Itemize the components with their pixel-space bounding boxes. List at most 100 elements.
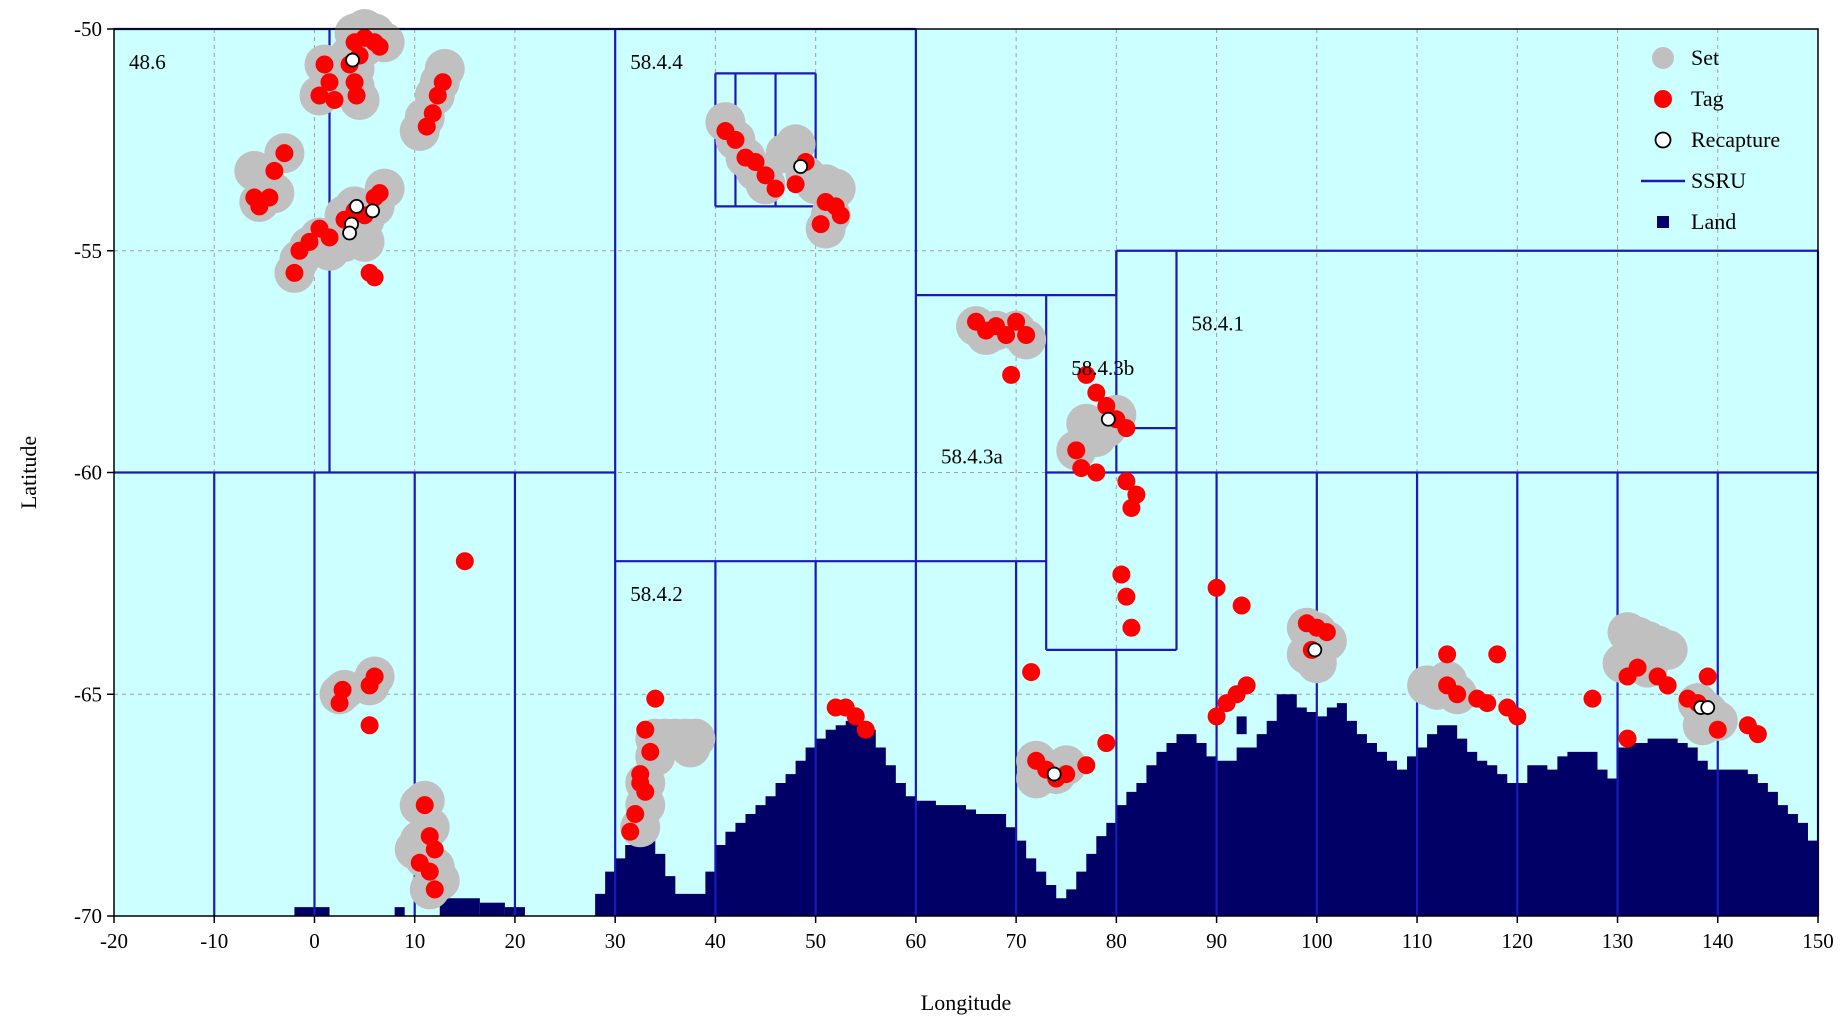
- y-tick-label: -60: [74, 461, 102, 485]
- tag-point: [1237, 676, 1256, 695]
- tag-point: [347, 86, 366, 105]
- tag-point: [1097, 734, 1116, 753]
- tag-point: [1438, 645, 1457, 664]
- tag-point: [846, 707, 865, 726]
- legend-label: Set: [1691, 45, 1719, 70]
- tag-point: [260, 188, 279, 207]
- recapture-point: [345, 52, 360, 68]
- x-tick-label: 80: [1106, 929, 1127, 953]
- tag-point: [1077, 756, 1096, 775]
- tag-point: [1618, 729, 1637, 748]
- legend-label: Land: [1691, 209, 1736, 234]
- x-tick-label: -20: [100, 929, 128, 953]
- tag-point: [428, 86, 447, 105]
- tag-point: [1207, 578, 1226, 597]
- recapture-point: [1307, 642, 1323, 658]
- tag-point: [1698, 667, 1717, 686]
- tag-point: [1022, 663, 1041, 682]
- recapture-point: [793, 159, 809, 174]
- legend-label: Recapture: [1691, 127, 1780, 152]
- legend-recapture-symbol: [1654, 131, 1672, 149]
- tag-point: [410, 853, 429, 872]
- tag-point: [325, 90, 344, 109]
- tag-point: [417, 117, 436, 136]
- tag-point: [1317, 623, 1336, 642]
- region-label: 58.4.4: [630, 50, 683, 74]
- tag-point: [315, 55, 334, 74]
- x-tick-label: 60: [905, 929, 926, 953]
- region-label: 48.6: [129, 50, 166, 74]
- tag-point: [333, 680, 352, 699]
- tag-point: [811, 215, 830, 234]
- recapture-point: [1046, 766, 1062, 782]
- tag-point: [786, 175, 805, 194]
- legend: Set Tag Recapture SSRU Land: [1641, 45, 1780, 234]
- tag-point: [997, 326, 1016, 345]
- tag-point: [1122, 618, 1141, 637]
- tag-point: [726, 130, 745, 149]
- region-label: 58.4.2: [630, 582, 683, 606]
- tag-point: [646, 689, 665, 708]
- ssru-boundaries: [114, 27, 1820, 916]
- y-tick-label: -65: [74, 682, 102, 706]
- x-tick-label: 150: [1802, 929, 1834, 953]
- tag-point: [415, 796, 434, 815]
- region-label: 58.4.3a: [941, 445, 1004, 469]
- tag-point: [1488, 645, 1507, 664]
- x-tick-label: 50: [805, 929, 826, 953]
- region-label: 58.4.1: [1192, 312, 1245, 336]
- recapture-point: [1700, 700, 1716, 715]
- region-label: 58.4.3b: [1071, 356, 1134, 380]
- land-layer: [294, 694, 1818, 916]
- tag-point: [1067, 441, 1086, 460]
- land-island: [439, 898, 480, 916]
- tag-point: [265, 161, 284, 180]
- tag-point: [626, 804, 645, 823]
- y-tick-label: -70: [74, 904, 102, 928]
- tag-point: [1658, 676, 1677, 695]
- tag-point: [1207, 707, 1226, 726]
- land-island: [479, 902, 505, 916]
- x-tick-label: 100: [1301, 929, 1333, 953]
- tag-point: [365, 667, 384, 686]
- x-tick-label: 20: [504, 929, 525, 953]
- land-island: [294, 907, 330, 916]
- tag-point: [636, 720, 655, 739]
- tag-point: [275, 144, 294, 163]
- tag-point: [1117, 419, 1136, 438]
- x-tick-label: 90: [1206, 929, 1227, 953]
- land-island: [1236, 716, 1247, 735]
- tag-point: [1057, 765, 1076, 784]
- tag-point: [360, 716, 379, 735]
- x-axis-ticks: -20 -10 0 10 20 30 40 50 60 70 80 90 100 110 120 130 140…: [100, 916, 1834, 953]
- tag-point: [1478, 694, 1497, 713]
- x-tick-label: 110: [1402, 929, 1433, 953]
- set-point: [670, 727, 711, 768]
- legend-tag-symbol: [1654, 90, 1672, 108]
- recapture-points: [342, 52, 1716, 782]
- x-tick-label: 70: [1006, 929, 1027, 953]
- x-tick-label: 40: [705, 929, 726, 953]
- y-tick-label: -50: [74, 17, 102, 41]
- tag-point: [621, 822, 640, 841]
- x-tick-label: 30: [605, 929, 626, 953]
- antarctica-coast: [585, 694, 1818, 916]
- tag-point: [1002, 365, 1021, 384]
- tag-point: [1448, 685, 1467, 704]
- x-tick-label: 140: [1702, 929, 1734, 953]
- tag-point: [370, 37, 389, 56]
- tag-point: [455, 552, 474, 571]
- legend-label: SSRU: [1691, 168, 1746, 193]
- tag-point: [1072, 459, 1091, 478]
- tag-point: [300, 232, 319, 251]
- tag-point: [320, 228, 339, 247]
- tag-point: [345, 73, 364, 92]
- tag-point: [1748, 725, 1767, 744]
- y-tick-label: -55: [74, 239, 102, 263]
- land-island: [394, 907, 405, 916]
- tag-point: [425, 840, 444, 859]
- tag-point: [365, 268, 384, 287]
- tag-point: [1708, 720, 1727, 739]
- recapture-point: [365, 203, 381, 219]
